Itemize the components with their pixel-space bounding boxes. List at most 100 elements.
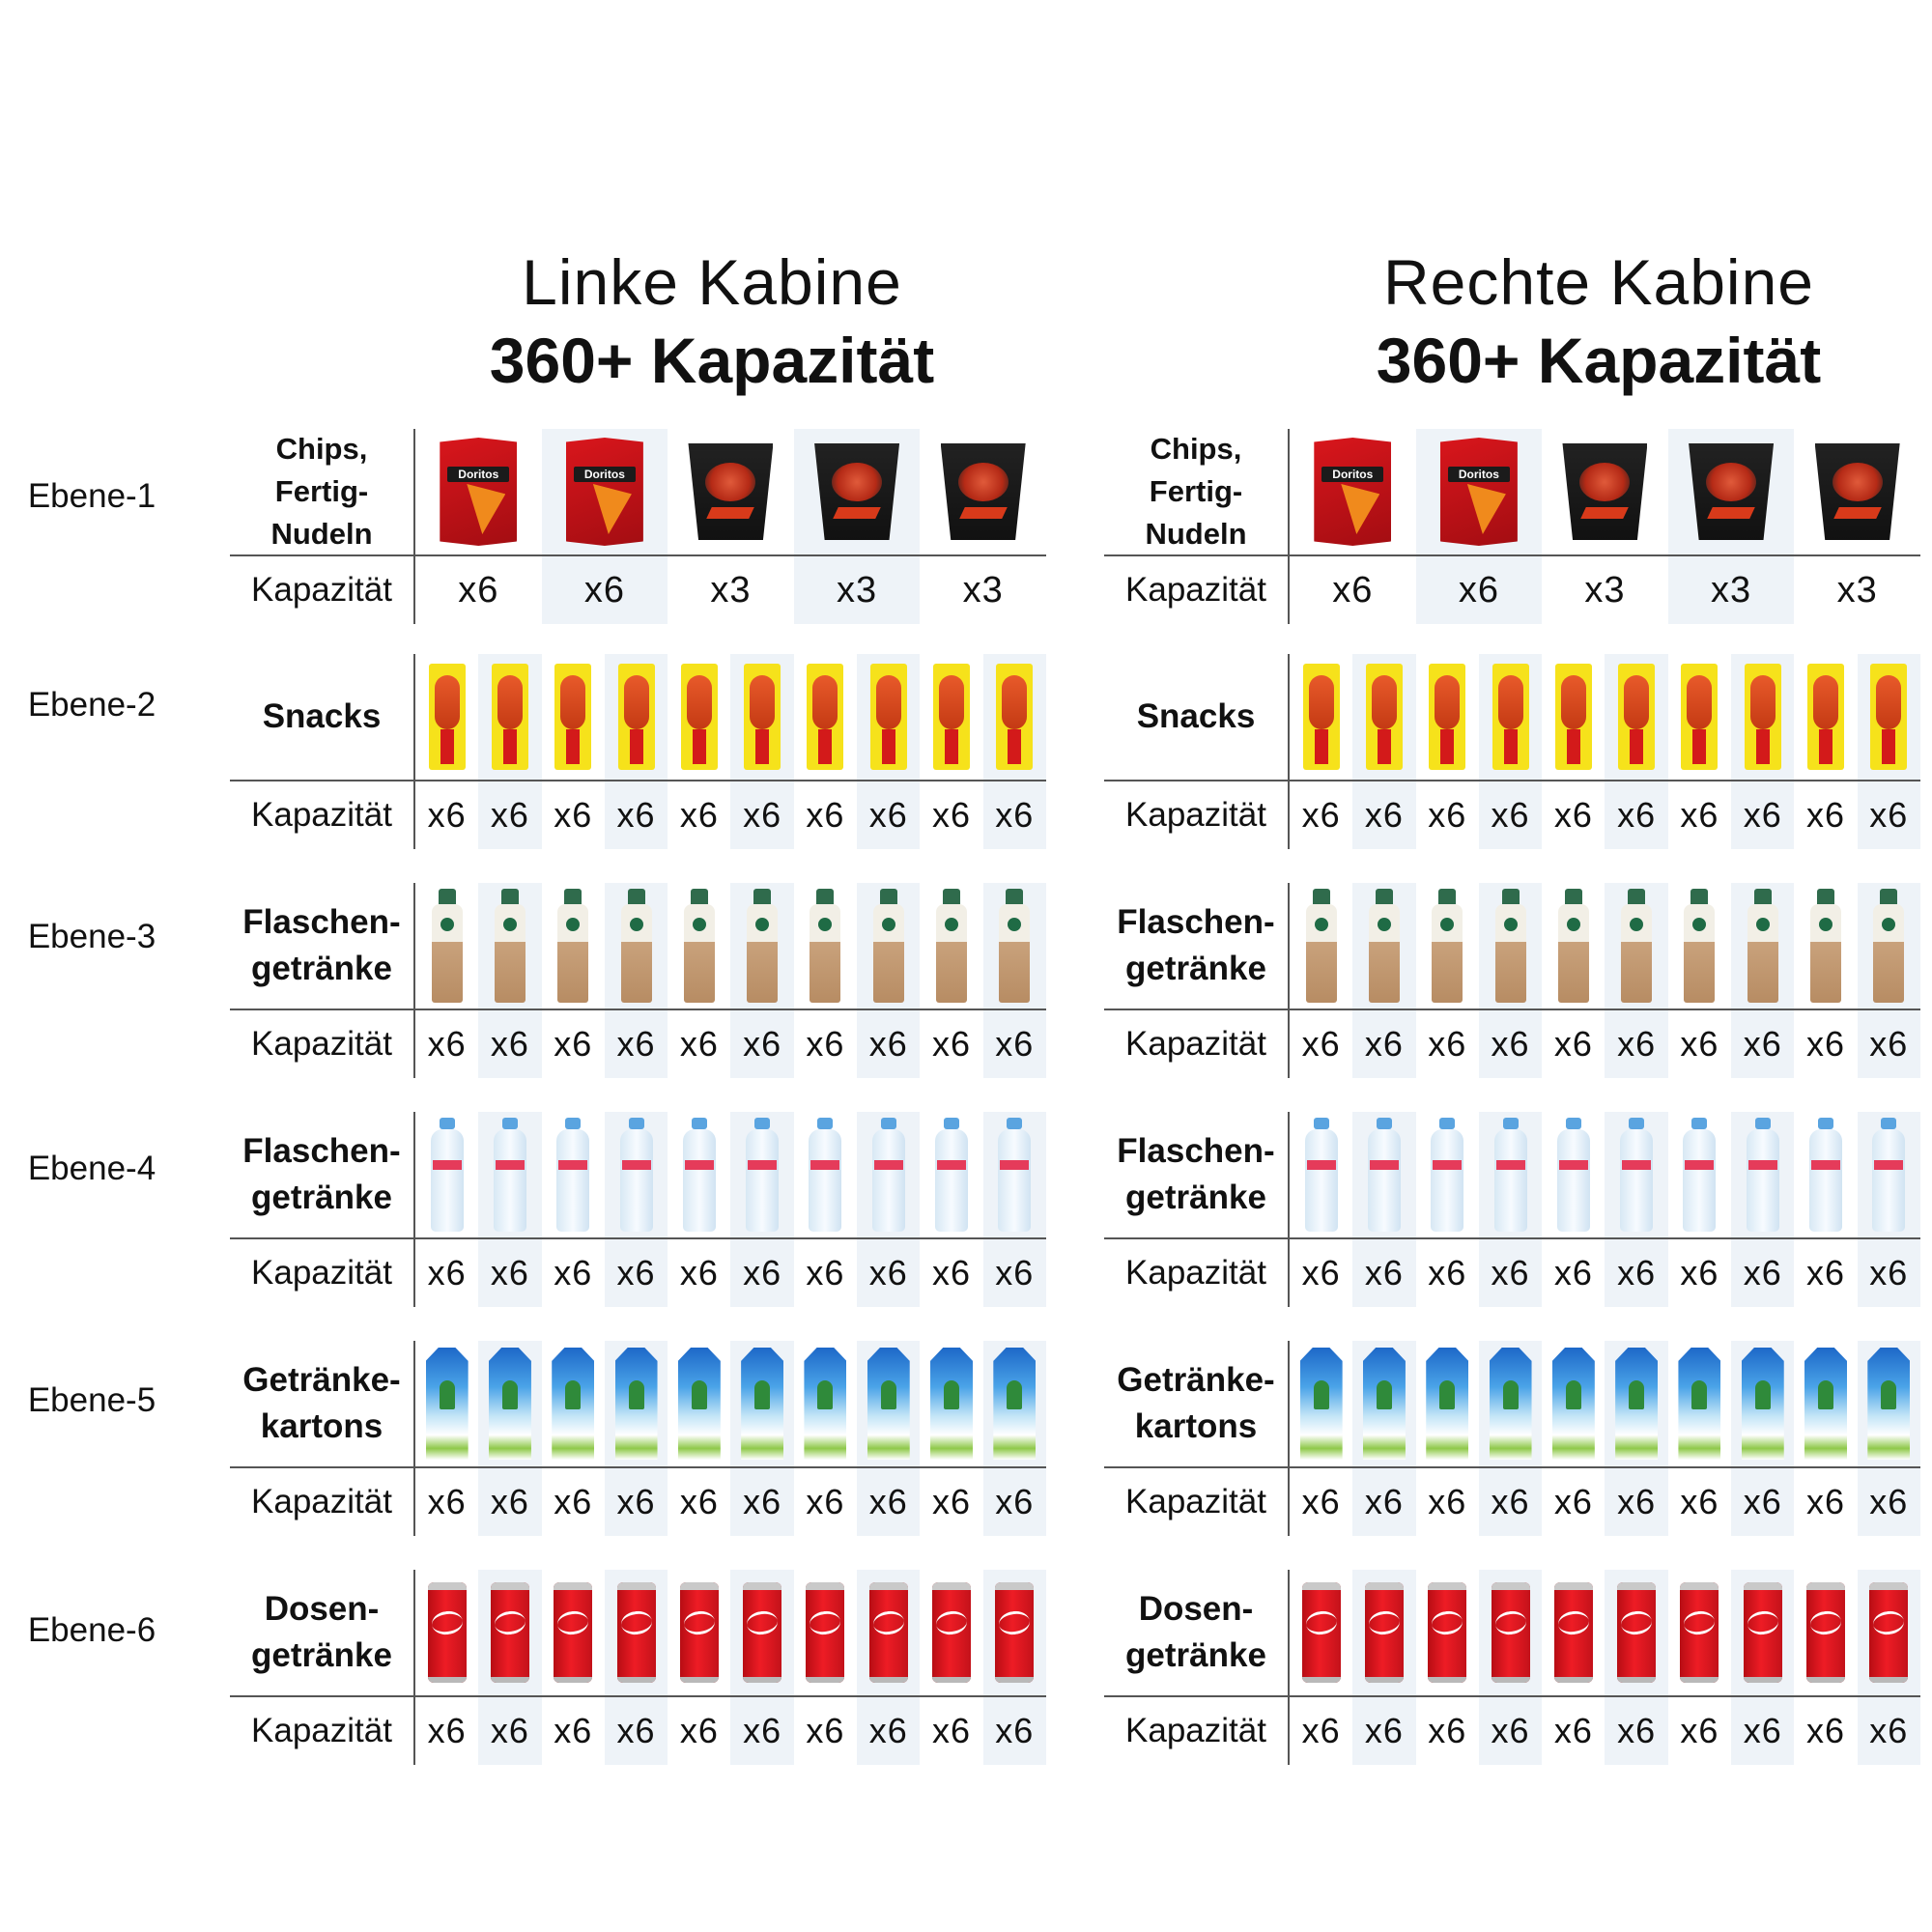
product-slot (857, 1112, 921, 1237)
quantity-cell: x6 (668, 1697, 730, 1765)
quantity-cell: x6 (604, 1697, 668, 1765)
noodle-cup-icon (1689, 443, 1775, 540)
quantity-cell: x6 (542, 1010, 605, 1078)
quantity-value: x6 (1428, 1253, 1467, 1293)
quantity-value: x6 (1491, 1024, 1530, 1064)
quantity-cell: x6 (1668, 1239, 1731, 1307)
quantity-cell: x6 (1857, 1010, 1920, 1078)
quantity-cell: x6 (857, 1239, 921, 1307)
quantity-value: x6 (490, 1482, 529, 1521)
snack-pack-icon (869, 664, 907, 770)
quantity-value: x6 (1743, 1711, 1782, 1750)
quantity-cell: x6 (668, 1468, 730, 1536)
water-bottle-icon (430, 1118, 464, 1232)
capacity-row: Kapazität x6 x6 x6 x6 x6 x6 x6 x6 x6 x6 (230, 781, 1046, 849)
quantity-cell: x6 (668, 1010, 730, 1078)
coffee-label-mark (692, 918, 706, 931)
quantity-value: x6 (932, 1024, 972, 1064)
can-label-mark (1493, 1608, 1528, 1637)
left-level-1: Chips, Fertig- Nudeln Doritos Doritos Kapaz… (230, 429, 1046, 624)
snack-pack-icon (1681, 664, 1719, 770)
capacity-label: Kapazität (1104, 1468, 1290, 1536)
quantity-value: x6 (1680, 1024, 1719, 1064)
product-slot (1478, 1570, 1543, 1695)
capacity-label: Kapazität (230, 781, 415, 849)
product-slot (730, 1570, 794, 1695)
capacity-label: Kapazität (230, 1010, 415, 1078)
product-slot (1352, 1341, 1416, 1466)
water-label-mark (1874, 1160, 1904, 1170)
quantity-cell: x6 (415, 1239, 478, 1307)
quantity-value: x6 (427, 1482, 467, 1521)
product-slot (668, 883, 730, 1009)
quantity-cell: x3 (1542, 556, 1668, 624)
quantity-value: x6 (743, 795, 782, 835)
soda-can-icon (995, 1582, 1035, 1683)
snack-pack-icon (1429, 664, 1466, 770)
quantity-value: x6 (868, 1024, 908, 1064)
product-slot (982, 883, 1046, 1009)
water-label-mark (1685, 1160, 1715, 1170)
coffee-label-mark (881, 918, 895, 931)
right-level-2: Snacks Kapazität x6 x6 x6 x6 x6 x6 x6 x6 x6 x6 (1104, 654, 1920, 849)
drink-carton-icon (1804, 1348, 1847, 1460)
capacity-row: Kapazität x6 x6 x6 x6 x6 x6 x6 x6 x6 x6 (230, 1010, 1046, 1078)
product-slot (542, 1341, 605, 1466)
quantity-value: x6 (490, 795, 529, 835)
can-label-mark (682, 1608, 717, 1637)
quantity-cell: x6 (1605, 781, 1668, 849)
quantity-value: x6 (1680, 1482, 1719, 1521)
quantity-value: x6 (554, 1711, 593, 1750)
coffee-label-mark (629, 918, 643, 931)
product-slot (1290, 654, 1352, 780)
right-level-4: Flaschen- getränke Kapazität x6 x6 x6 x6 x6 x6 x… (1104, 1112, 1920, 1307)
quantity-cell: x6 (1290, 1468, 1352, 1536)
quantity-cell: x6 (604, 1468, 668, 1536)
quantity-cell: x6 (794, 1468, 857, 1536)
soda-can-icon (806, 1582, 845, 1683)
quantity-value: x6 (806, 1024, 845, 1064)
left-level-5: Getränke- kartons Kapazität x6 x6 x6 x6 x6 x6 x6… (230, 1341, 1046, 1536)
quantity-value: x6 (932, 1711, 972, 1750)
snack-pack-icon (1492, 664, 1529, 770)
product-slot (542, 654, 605, 780)
drink-carton-icon (741, 1348, 783, 1460)
quantity-value: x6 (427, 1253, 467, 1293)
coffee-label-mark (1630, 918, 1644, 931)
noodle-cup-icon (1562, 443, 1648, 540)
product-slot (1857, 1112, 1920, 1237)
left-cabin-capacity: 360+ Kapazität (489, 325, 935, 396)
right-level-5: Getränke- kartons Kapazität x6 x6 x6 x6 x6 x6 x6… (1104, 1341, 1920, 1536)
quantity-cell: x6 (1478, 1010, 1543, 1078)
product-slot (1794, 654, 1857, 780)
water-label-mark (1558, 1160, 1588, 1170)
quantity-cell: x6 (478, 1010, 542, 1078)
quantity-value: x6 (1743, 1482, 1782, 1521)
product-slot (668, 1570, 730, 1695)
chips-bag-icon: Doritos (1314, 438, 1392, 546)
quantity-cell: x6 (1857, 781, 1920, 849)
soda-can-icon (616, 1582, 656, 1683)
product-slot (1290, 1341, 1352, 1466)
snack-pack-icon (1807, 664, 1845, 770)
coffee-label-mark (1566, 918, 1580, 931)
product-slot (1416, 1112, 1479, 1237)
level-label: Ebene-2 (27, 686, 156, 724)
quantity-cell: x6 (1542, 781, 1605, 849)
quantity-value: x6 (932, 1482, 972, 1521)
drink-carton-icon (552, 1348, 594, 1460)
quantity-value: x6 (868, 1711, 908, 1750)
water-label-mark (495, 1160, 525, 1170)
coffee-label-mark (818, 918, 833, 931)
right-level-3: Flaschen- getränke Kapazität x6 x6 x6 x6 x6 x6 x… (1104, 883, 1920, 1078)
capacity-row: Kapazität x6 x6 x6 x6 x6 x6 x6 x6 x6 x6 (230, 1239, 1046, 1307)
product-slot (920, 1570, 982, 1695)
quantity-value: x6 (743, 1253, 782, 1293)
water-bottle-icon (998, 1118, 1032, 1232)
quantity-value: x6 (1491, 795, 1530, 835)
category-label: Flaschen- getränke (1104, 1112, 1290, 1239)
snack-pack-icon (1302, 664, 1340, 770)
quantity-cell: x6 (920, 1010, 982, 1078)
coffee-label-mark (1819, 918, 1833, 931)
product-slot (1478, 1112, 1543, 1237)
